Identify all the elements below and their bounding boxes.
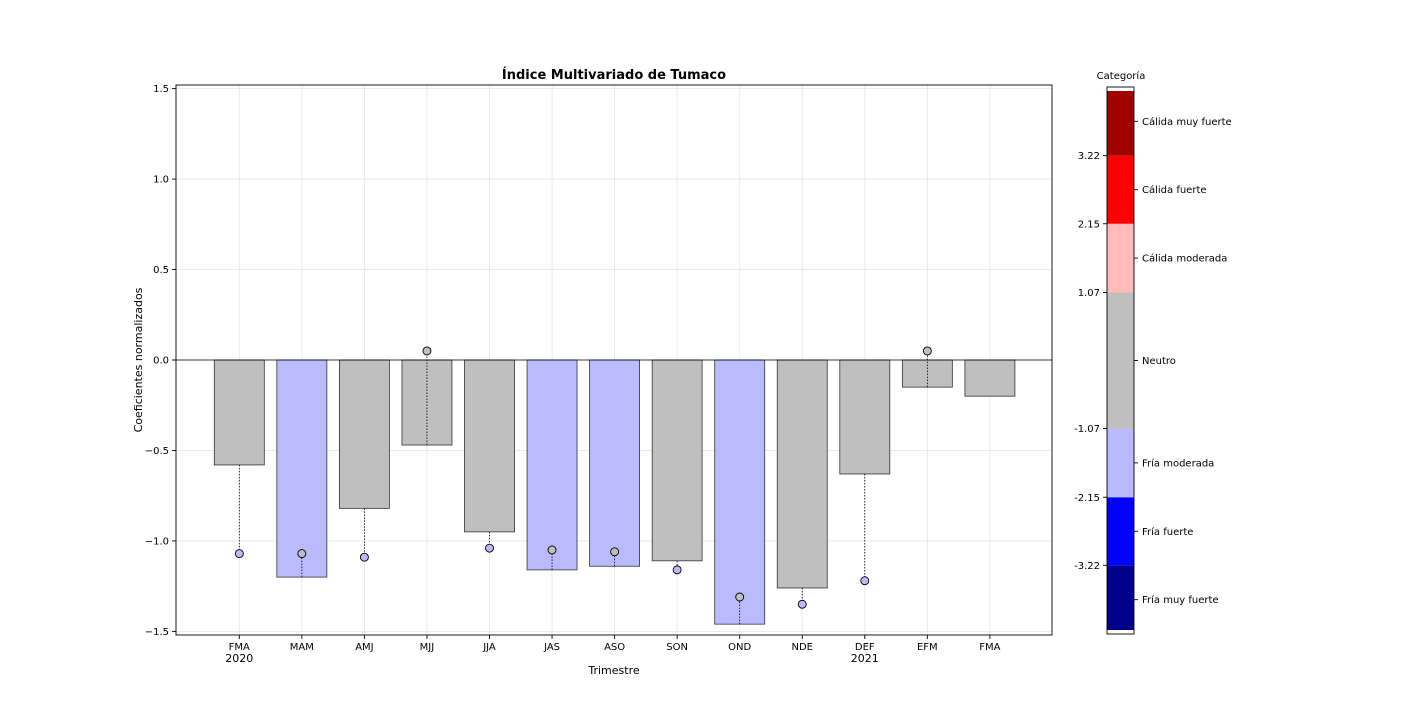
y-axis: 1.5 1.0 0.5 0.0 −0.5 −1.0 −1.5 xyxy=(145,84,176,638)
bar xyxy=(714,359,766,625)
colorbar-category-label: Cálida fuerte xyxy=(1142,184,1207,196)
bar xyxy=(276,359,328,578)
point xyxy=(485,543,494,553)
x-tick-label: AMJ xyxy=(355,642,373,653)
colorbar-boundary-label: 1.07 xyxy=(1078,288,1100,299)
colorbar-boundary-label: 3.22 xyxy=(1078,151,1100,162)
y-tick-label: 0.5 xyxy=(153,265,169,276)
y-tick-label: −1.5 xyxy=(145,627,169,638)
y-tick-label: −1.0 xyxy=(145,536,169,547)
x-tick-label: NDE xyxy=(792,642,814,653)
x-tick-label: DEF xyxy=(855,642,875,653)
bar xyxy=(464,359,515,533)
colorbar-segment xyxy=(1107,497,1134,566)
colorbar-segment xyxy=(1107,428,1134,498)
point xyxy=(672,565,682,575)
x-tick-label: JJA xyxy=(482,642,496,653)
colorbar-category-label: Neutro xyxy=(1142,356,1176,367)
point xyxy=(422,346,432,356)
colorbar-category-label: Fría fuerte xyxy=(1142,526,1193,538)
colorbar-segment xyxy=(1107,223,1134,293)
point xyxy=(860,576,870,586)
x-tick-label: MAM xyxy=(290,642,314,653)
bar xyxy=(651,359,703,562)
y-tick-label: 1.0 xyxy=(153,175,169,186)
colorbar-segment xyxy=(1107,155,1134,224)
x-tick-label: FMA xyxy=(229,642,250,653)
bar xyxy=(213,359,265,466)
colorbar-category-label: Cálida moderada xyxy=(1142,253,1227,265)
colorbar-segment xyxy=(1107,565,1134,630)
x-axis: FMA MAM AMJ MJJ JJA JAS ASO SON OND NDE DEF EFM FMA2… xyxy=(225,635,1001,665)
x-tick-label: JAS xyxy=(543,642,560,653)
bar xyxy=(526,359,578,571)
bar xyxy=(964,359,1016,397)
bar xyxy=(839,359,891,475)
x-tick-label: EFM xyxy=(917,642,938,653)
chart-title: Índice Multivariado de Tumaco xyxy=(502,67,726,83)
bar xyxy=(901,359,953,388)
point xyxy=(234,549,244,559)
y-tick-label: 0.0 xyxy=(153,356,169,367)
colorbar-segment xyxy=(1107,292,1134,429)
colorbar-category-label: Fría moderada xyxy=(1142,457,1214,469)
y-axis-label: Coeficientes normalizados xyxy=(132,287,145,432)
colorbar-segments xyxy=(1107,91,1134,630)
points xyxy=(234,346,932,609)
x-tick-label: MJJ xyxy=(420,642,435,653)
colorbar-boundary-label: 2.15 xyxy=(1078,219,1100,230)
point xyxy=(297,549,307,559)
colorbar-category-label: Cálida muy fuerte xyxy=(1142,116,1232,128)
y-tick-label: 1.5 xyxy=(153,84,169,95)
x-tick-label: SON xyxy=(666,642,688,653)
point xyxy=(735,592,745,602)
x-year-label: 2021 xyxy=(851,652,879,665)
bar xyxy=(589,359,640,567)
x-tick-label: FMA xyxy=(979,642,1000,653)
x-tick-label: OND xyxy=(728,642,751,653)
x-axis-label: Trimestre xyxy=(587,664,639,677)
point xyxy=(359,552,369,562)
colorbar-boundary-label: -3.22 xyxy=(1074,561,1100,572)
colorbar-category-label: Fría muy fuerte xyxy=(1142,594,1219,606)
bar xyxy=(776,359,828,589)
colorbar-title: Categoría xyxy=(1097,70,1146,82)
x-year-label: 2020 xyxy=(225,652,253,665)
point xyxy=(610,547,620,557)
colorbar-ticks: Fría muy fuerte Fría fuerte Fría moderada N… xyxy=(1074,116,1232,606)
point xyxy=(922,346,932,356)
colorbar-boundary-label: -1.07 xyxy=(1074,424,1100,435)
point xyxy=(547,545,557,555)
colorbar-segment xyxy=(1107,91,1134,156)
y-tick-label: −0.5 xyxy=(145,446,169,457)
point xyxy=(797,599,807,609)
colorbar-boundary-label: -2.15 xyxy=(1074,493,1100,504)
bars xyxy=(176,359,1052,625)
bar xyxy=(338,359,390,509)
x-tick-label: ASO xyxy=(604,642,625,653)
